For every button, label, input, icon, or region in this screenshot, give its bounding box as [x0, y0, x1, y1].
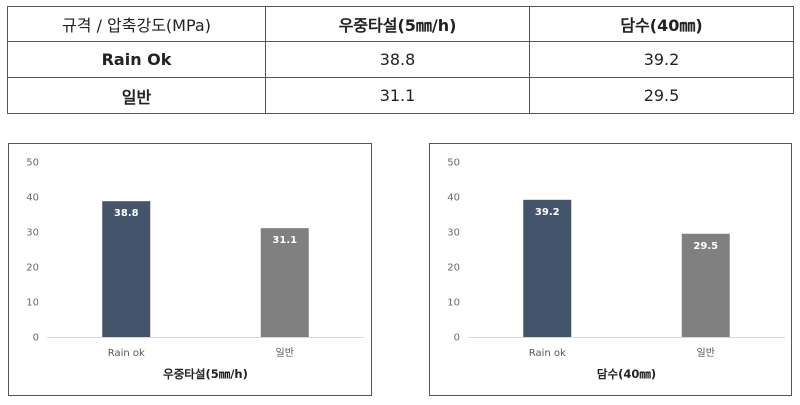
y-tick-label: 0 [454, 333, 460, 344]
category-label: Rain ok [529, 348, 566, 359]
chart-title: 우중타설(5㎜/h) [163, 367, 248, 381]
bar [681, 233, 730, 337]
y-tick-label: 40 [447, 193, 460, 204]
header-rain-casting: 우중타설(5㎜/h) [265, 6, 530, 42]
table-row: Rain Ok 38.8 39.2 [7, 41, 794, 78]
row-name: 일반 [7, 77, 266, 114]
y-tick-label: 20 [447, 263, 460, 274]
table-cell: 39.2 [529, 41, 794, 78]
table-row: 일반 31.1 29.5 [7, 77, 794, 114]
y-tick-label: 50 [447, 158, 460, 169]
bar-value-label: 39.2 [535, 207, 560, 218]
table-cell: 29.5 [529, 77, 794, 114]
y-tick-label: 10 [447, 298, 460, 309]
bar-value-label: 38.8 [114, 208, 139, 219]
category-label: 일반 [276, 347, 294, 359]
y-tick-label: 20 [26, 263, 39, 274]
category-label: 일반 [697, 347, 715, 359]
y-tick-label: 30 [26, 228, 39, 239]
y-tick-label: 40 [26, 193, 39, 204]
category-label: Rain ok [108, 348, 145, 359]
row-name: Rain Ok [7, 41, 266, 78]
header-submerged: 담수(40㎜) [529, 6, 794, 42]
y-tick-label: 50 [26, 158, 39, 169]
chart-title: 담수(40㎜) [597, 367, 656, 381]
bar-value-label: 31.1 [272, 235, 297, 246]
bar [260, 228, 309, 337]
bar [523, 199, 572, 337]
y-tick-label: 0 [33, 333, 39, 344]
table-header-row: 규격 / 압축강도(MPa) 우중타설(5㎜/h) 담수(40㎜) [7, 6, 794, 42]
table-cell: 31.1 [265, 77, 530, 114]
table-cell: 38.8 [265, 41, 530, 78]
bar-value-label: 29.5 [693, 241, 718, 252]
header-spec: 규격 / 압축강도(MPa) [7, 6, 266, 42]
y-tick-label: 10 [26, 298, 39, 309]
y-tick-label: 30 [447, 228, 460, 239]
bar [102, 201, 151, 337]
strength-table: 규격 / 압축강도(MPa) 우중타설(5㎜/h) 담수(40㎜) Rain O… [7, 6, 794, 114]
